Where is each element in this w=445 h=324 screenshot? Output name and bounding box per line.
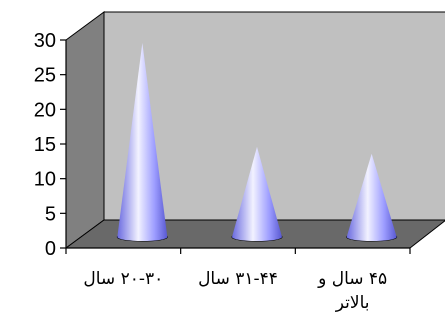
y-tick-label: 30 [34, 30, 56, 52]
back-wall [103, 11, 445, 221]
y-tick-label: 15 [34, 134, 56, 156]
y-tick-label: 5 [45, 203, 56, 225]
value-axis: 0 5 10 15 20 25 30 [34, 30, 411, 260]
y-tick-label: 10 [34, 169, 56, 191]
y-tick-label: 20 [34, 99, 56, 121]
cone-bar [231, 146, 283, 242]
y-tick-label: 0 [45, 238, 56, 260]
category-label: ۴۵ سال و [317, 269, 387, 289]
cone-body [346, 153, 397, 241]
cone-body [232, 146, 282, 241]
cone-body [117, 42, 168, 241]
chart-walls [64, 11, 445, 249]
side-wall [65, 11, 105, 249]
category-axis: ۲۰-۳۰ سال ۳۱-۴۴ سال ۴۵ سال و بالاتر [83, 269, 387, 313]
category-label: ۲۰-۳۰ سال [83, 269, 163, 289]
y-tick-label: 25 [34, 65, 56, 87]
cone-bar [346, 153, 398, 242]
cone-series [116, 42, 398, 242]
category-label: بالاتر [335, 293, 370, 313]
cone-bar [116, 42, 168, 242]
category-label: ۳۱-۴۴ سال [198, 269, 278, 289]
